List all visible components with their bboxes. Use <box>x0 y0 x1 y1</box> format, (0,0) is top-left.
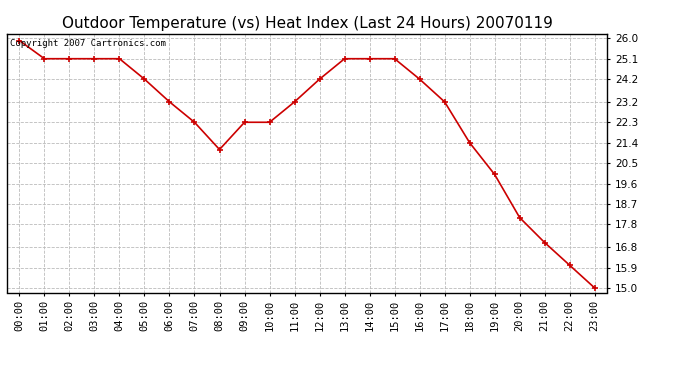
Text: Copyright 2007 Cartronics.com: Copyright 2007 Cartronics.com <box>10 39 166 48</box>
Title: Outdoor Temperature (vs) Heat Index (Last 24 Hours) 20070119: Outdoor Temperature (vs) Heat Index (Las… <box>61 16 553 31</box>
